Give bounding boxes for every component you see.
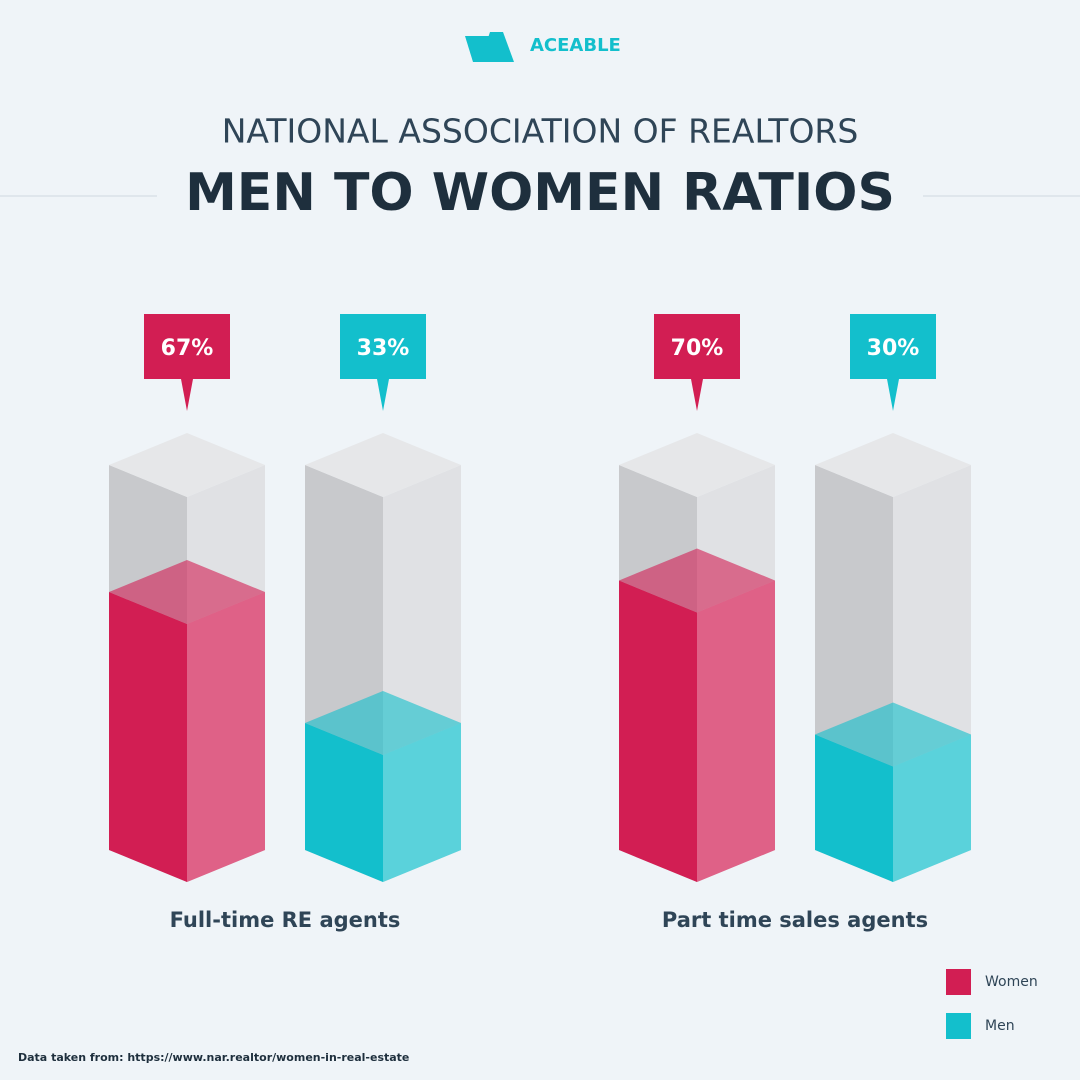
face-left bbox=[815, 734, 893, 882]
value-label: 33% bbox=[357, 336, 410, 361]
source-note: Data taken from: https://www.nar.realtor… bbox=[18, 1051, 409, 1064]
value-bubble: 30% bbox=[850, 314, 936, 411]
face-left bbox=[109, 592, 187, 882]
face-right bbox=[187, 592, 265, 882]
face-right bbox=[697, 580, 775, 882]
face-right-shade bbox=[893, 734, 971, 882]
face-right bbox=[383, 722, 461, 882]
bubble-box bbox=[144, 314, 230, 411]
face-top bbox=[305, 690, 461, 755]
face-top bbox=[109, 433, 265, 497]
chart-subtitle: NATIONAL ASSOCIATION OF REALTORS bbox=[222, 112, 859, 151]
bubble-box bbox=[654, 314, 740, 411]
value-bubble: 67% bbox=[144, 314, 230, 411]
bubble-box bbox=[340, 314, 426, 411]
value-label: 67% bbox=[161, 336, 214, 361]
legend-swatch bbox=[946, 1013, 971, 1039]
category-label: Full-time RE agents bbox=[170, 908, 401, 932]
bubble-box bbox=[850, 314, 936, 411]
bar bbox=[305, 690, 461, 882]
bar bbox=[815, 702, 971, 882]
legend-label: Men bbox=[985, 1018, 1015, 1034]
value-bubble: 33% bbox=[340, 314, 426, 411]
face-right-shade bbox=[187, 592, 265, 882]
value-label: 70% bbox=[671, 336, 724, 361]
face-top bbox=[109, 560, 265, 625]
bar bbox=[619, 548, 775, 882]
face-right-shade bbox=[697, 580, 775, 882]
legend-label: Women bbox=[985, 974, 1038, 990]
face-left bbox=[305, 722, 383, 882]
face-top bbox=[619, 548, 775, 613]
face-top bbox=[305, 433, 461, 497]
logo-mark bbox=[480, 32, 514, 62]
bar bbox=[109, 560, 265, 882]
face-top bbox=[815, 702, 971, 767]
face-top bbox=[815, 433, 971, 497]
face-left bbox=[619, 580, 697, 882]
logo-text: ACEABLE bbox=[530, 35, 621, 56]
face-right-shade bbox=[383, 722, 461, 882]
legend-swatch bbox=[946, 969, 971, 995]
face-top bbox=[619, 433, 775, 497]
logo: ACEABLE bbox=[465, 32, 621, 62]
category-label: Part time sales agents bbox=[662, 908, 928, 932]
chart-title: MEN TO WOMEN RATIOS bbox=[185, 163, 895, 223]
value-bubble: 70% bbox=[654, 314, 740, 411]
face-right bbox=[893, 734, 971, 882]
value-label: 30% bbox=[867, 336, 920, 361]
